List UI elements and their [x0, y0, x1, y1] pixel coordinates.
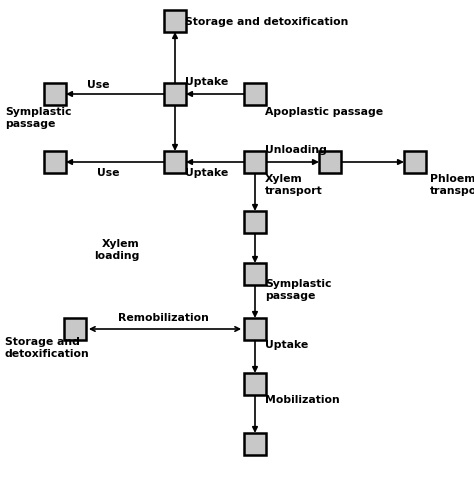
Bar — [244, 84, 266, 106]
Text: Storage and
detoxification: Storage and detoxification — [5, 337, 90, 358]
Bar — [244, 318, 266, 340]
Bar — [244, 373, 266, 395]
Text: Apoplastic passage: Apoplastic passage — [265, 107, 383, 117]
Bar — [404, 152, 426, 174]
Text: Uptake: Uptake — [185, 168, 228, 178]
Bar — [244, 212, 266, 234]
Text: Xylem
transport: Xylem transport — [265, 174, 323, 195]
Bar — [44, 84, 66, 106]
Text: Use: Use — [87, 80, 109, 90]
Bar — [244, 152, 266, 174]
Text: Uptake: Uptake — [185, 77, 228, 87]
Bar — [64, 318, 86, 340]
Text: Mobilization: Mobilization — [265, 394, 340, 404]
Bar — [164, 152, 186, 174]
Bar — [164, 11, 186, 33]
Bar — [44, 152, 66, 174]
Text: Use: Use — [97, 168, 119, 178]
Text: Phloem
transport: Phloem transport — [430, 174, 474, 195]
Text: Symplastic
passage: Symplastic passage — [5, 107, 72, 128]
Text: Xylem
loading: Xylem loading — [95, 239, 140, 260]
Text: Uptake: Uptake — [265, 339, 308, 349]
Text: Symplastic
passage: Symplastic passage — [265, 279, 331, 300]
Text: Storage and detoxification: Storage and detoxification — [185, 17, 348, 27]
Bar — [164, 84, 186, 106]
Bar — [244, 433, 266, 455]
Text: Unloading: Unloading — [265, 145, 327, 155]
Text: Remobilization: Remobilization — [118, 312, 209, 323]
Bar — [244, 264, 266, 285]
Bar — [319, 152, 341, 174]
